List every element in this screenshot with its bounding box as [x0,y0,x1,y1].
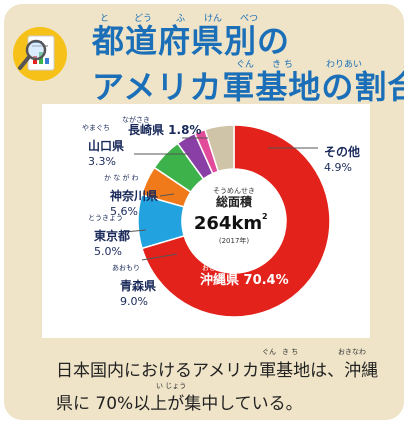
slice-ruby-2: とうきょう [88,214,123,222]
footer-line-1: 日本国内におけるアメリカ軍基地は、沖縄 [56,361,379,381]
title-line-1: 都道府県別の [92,22,291,60]
title-ruby-dou: どう [134,14,153,24]
pie-slice-0 [141,124,331,318]
center-value: 264km [194,213,262,234]
title-ruby-fu: ふ [176,14,186,24]
title-ruby-wariai: わりあい [326,60,363,70]
info-card: と どう ふ けん べつ 都道府県別の ぐん き ち わりあい アメリカ軍基地の… [4,4,404,420]
pie-slice-6 [203,124,235,173]
title-line-2: アメリカ軍基地の割合 [92,68,404,106]
footer-ruby-ijou: い じょう [156,382,187,390]
title-ruby-to: と [100,14,110,24]
title-block: と どう ふ けん べつ 都道府県別の ぐん き ち わりあい アメリカ軍基地の… [4,4,404,106]
slice-label-3: 神奈川県 [110,188,158,203]
slice-label-5: 長崎県 1.8% [128,122,201,137]
footer-line-2: 県に 70%以上が集中している。 [56,394,303,414]
slice-ruby-4: やまぐち [82,124,110,132]
slice-label-1: 青森県 [120,278,156,293]
slice-label-6: その他 [324,144,360,159]
center-label: 総面積 [216,194,253,209]
slice-value-6: 4.9% [324,161,352,174]
footer-ruby-kichi: き ち [282,348,299,356]
center-ruby: そうめんせき [213,187,255,195]
magnifier-report-icon [13,27,67,81]
slice-value-3: 5.6% [110,205,138,218]
footer-ruby-gun: ぐん [262,348,276,356]
slice-label-4: 山口県 [88,138,124,153]
slice-ruby-1: あおもり [112,264,140,272]
slice-label-2: 東京都 [94,228,130,243]
footer-ruby-okinawa: おきなわ [338,348,366,356]
title-ruby-betsu: べつ [240,14,259,24]
slice-ruby-5: ながさき [122,115,150,124]
slice-value-4: 3.3% [88,155,116,168]
title-ruby-gun: ぐん [236,60,255,70]
slice-ruby-3: か な が わ [104,173,139,182]
title-ruby-ken: けん [204,14,223,24]
center-superscript: 2 [262,212,268,221]
leader-line-3 [159,193,175,197]
slice-label-0: 沖縄県 70.4% [200,272,289,288]
leader-line-1 [141,253,178,261]
slice-value-2: 5.0% [94,245,122,258]
chart-box: おきなわ 沖縄県 70.4% あおもり青森県 9.0% とうきょう東京都 5.0% か な … [42,104,370,338]
leader-line-2 [123,229,147,233]
center-year: (2017年) [219,236,250,245]
slice-value-1: 9.0% [120,295,148,308]
slice-ruby-0: おきなわ [202,264,230,272]
title-ruby-kichi: き ち [272,60,293,70]
